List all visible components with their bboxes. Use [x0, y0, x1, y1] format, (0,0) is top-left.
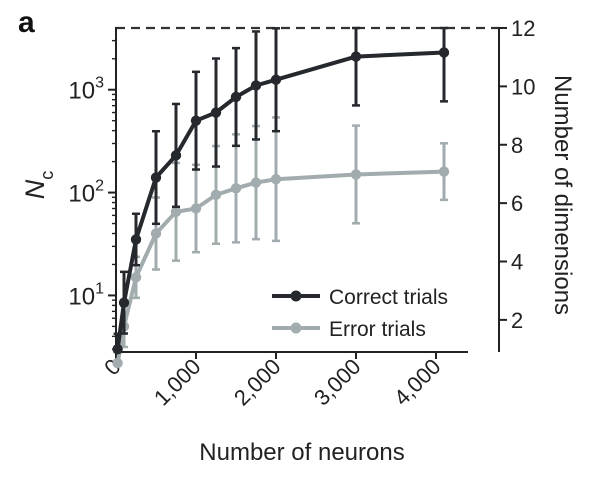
y-right-tick-label: 8 [511, 133, 523, 158]
panel-label: a [18, 6, 35, 39]
legend-label: Error trials [329, 318, 426, 341]
legend-marker [290, 322, 302, 334]
data-point [130, 234, 142, 245]
data-point [190, 115, 202, 126]
y-axis-left-label-sub: c [37, 171, 57, 180]
legend-entry: Error trials [272, 318, 426, 341]
legend-label: Correct trials [329, 286, 448, 309]
data-point [350, 169, 362, 180]
data-point [130, 272, 142, 283]
data-point [438, 166, 450, 177]
y-right-tick-label: 4 [511, 250, 523, 275]
svg-text:Nc: Nc [20, 171, 57, 200]
y-left-tick-label-exp: 2 [95, 178, 104, 195]
series-line [115, 50, 445, 350]
y-right-tick-label: 2 [511, 308, 523, 333]
data-point [112, 357, 123, 369]
x-tick-label: 4,000 [389, 354, 446, 411]
legend-marker [290, 290, 302, 302]
y-right-tick-label: 12 [511, 16, 535, 41]
axes [115, 27, 500, 353]
x-tick-label: 2,000 [229, 354, 286, 411]
data-point [150, 228, 162, 239]
data-point [190, 203, 202, 214]
data-point [170, 206, 182, 218]
data-point [210, 189, 222, 201]
y-axis-left-label: Nc [20, 171, 57, 200]
series-correct-trials [112, 26, 450, 355]
data-point [170, 150, 182, 161]
y-right-tick-label: 10 [511, 74, 535, 99]
y-left-tick-label-base: 10 [68, 78, 95, 105]
y-left-tick-label: 101 [68, 280, 104, 310]
y-left-tick-label-base: 10 [68, 283, 95, 310]
data-point [210, 107, 222, 118]
data-point [270, 74, 282, 85]
y-right-tick-label: 6 [511, 191, 523, 216]
data-point [230, 91, 242, 103]
data-point [230, 183, 242, 194]
data-point [150, 172, 162, 183]
y-left-tick-label-base: 10 [68, 181, 95, 208]
y-left-tick-label: 102 [68, 178, 104, 208]
data-point [270, 173, 282, 185]
y-left-tick-label: 103 [68, 75, 104, 105]
y-left-tick-label-exp: 3 [95, 75, 104, 92]
data-point [250, 177, 262, 188]
series-group [112, 26, 450, 369]
x-tick-label: 3,000 [309, 354, 366, 411]
data-point [438, 47, 450, 58]
data-point [250, 80, 262, 91]
y-axis-right-label: Number of dimensions [549, 75, 576, 315]
x-axis-label: Number of neurons [199, 439, 404, 466]
data-point [118, 297, 130, 308]
x-tick-label: 0 [99, 354, 125, 380]
legend: Correct trials Error trials [272, 286, 448, 341]
data-point [112, 344, 123, 355]
y-left-tick-label-exp: 1 [95, 280, 104, 297]
y-axis-left-label-base: N [20, 179, 50, 199]
series-line [115, 169, 445, 364]
legend-entry: Correct trials [272, 286, 448, 309]
x-tick-label: 1,000 [149, 354, 206, 411]
data-point [350, 51, 362, 62]
